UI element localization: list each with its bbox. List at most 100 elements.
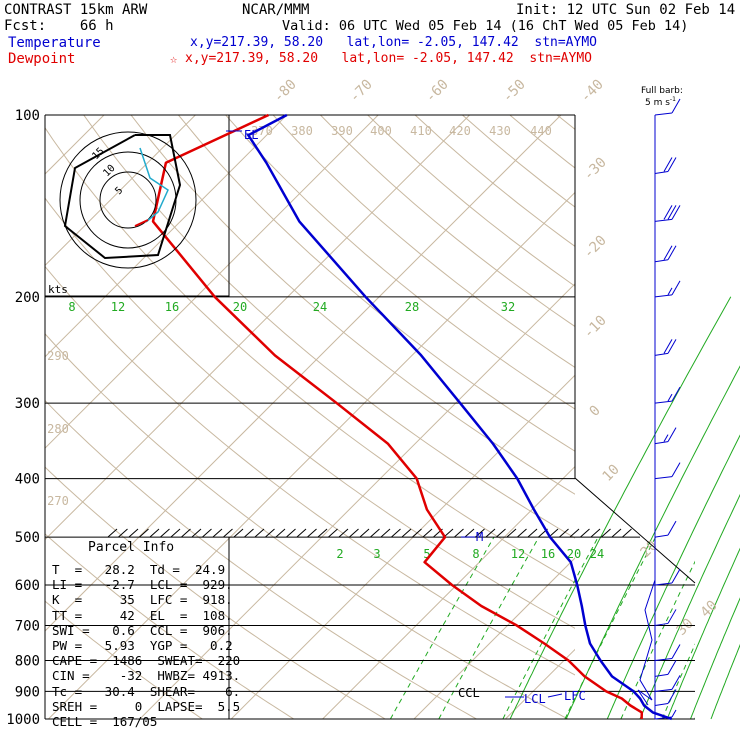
hodograph-ring [59, 131, 197, 269]
mixing-ratio-label: 8 [68, 300, 75, 314]
dry-adiabat-line [272, 115, 575, 369]
dry-adiabat-line [462, 115, 575, 208]
mixing-ratio-line [565, 365, 740, 720]
dewpoint-legend-info: x,y=217.39, 58.20 lat,lon= -2.05, 147.42… [185, 51, 592, 66]
hodograph-trace-outer [63, 134, 182, 260]
hatch-mark [265, 528, 275, 538]
wind-barb-flag [663, 339, 673, 354]
temperature-profile [247, 113, 673, 721]
dry-adiabat-line [130, 115, 575, 495]
hodograph-box [45, 115, 230, 297]
chart-annotations: EL LCL LFC CCL M [226, 128, 586, 706]
mixing-ratio-label: 8 [472, 547, 479, 561]
dry-adiabat-line [556, 115, 575, 130]
hatch-mark [286, 528, 296, 538]
parcel-info-row: SREH = 0 LAPSE= 5.5 [52, 698, 241, 714]
parcel-info-row: Tc = 30.4 SHEAR= 6. [52, 683, 241, 699]
hatch-mark [580, 528, 590, 538]
wind-barb-flag [671, 462, 681, 477]
mixing-ratio-label: 32 [501, 300, 515, 314]
wind-panel-units-text: 5 m s [645, 98, 670, 108]
theta-label: 380 [291, 124, 313, 138]
wind-barb [654, 171, 669, 175]
mixing-ratio-line [509, 296, 732, 720]
mixing-ratio-label: 12 [111, 300, 125, 314]
mixing-ratio-label: 5 [423, 547, 430, 561]
isotherm-line [504, 648, 575, 719]
hatch-mark [349, 528, 359, 538]
dry-adiabat-line [320, 115, 575, 328]
temperature-legend-label: Temperature [8, 35, 101, 51]
wind-barb [654, 622, 669, 626]
dry-adiabat-line [699, 115, 740, 732]
dewpoint-marker-icon: ☆ [170, 52, 178, 66]
hatch-mark [443, 528, 454, 538]
hatch-mark [118, 528, 128, 538]
wind-panel-units-exp: -1 [669, 96, 676, 103]
isotherm-label: 20 [638, 538, 661, 561]
theta-label: 400 [370, 124, 392, 138]
hatch-mark [496, 528, 506, 538]
wind-half-barb [667, 287, 673, 296]
hatch-mark [275, 528, 286, 538]
mixing-ratio-label: 24 [313, 300, 327, 314]
wind-barb [654, 582, 673, 586]
hatch-mark [139, 528, 149, 538]
hatch-mark [401, 528, 412, 538]
wind-barb-cluster [637, 579, 656, 706]
lfc-tick [547, 693, 563, 698]
wind-barb [654, 441, 669, 445]
wind-barb [654, 476, 673, 480]
theta-label: 430 [489, 124, 511, 138]
hatch-mark [107, 528, 118, 538]
mixing-ratio-label: 12 [511, 547, 525, 561]
wind-barb-flag [667, 689, 677, 704]
wind-barb-flag [667, 157, 677, 172]
mixing-ratio-label: 16 [165, 300, 179, 314]
hatch-mark [149, 528, 160, 538]
wind-half-barb [663, 434, 669, 442]
hatch-mark [160, 528, 170, 538]
isotherm-line [584, 102, 740, 732]
isotherm-label: -40 [578, 77, 607, 106]
mixing-ratio-dashed-line [502, 537, 599, 719]
parcel-info-row: SWI = 0.6 CCL = 906. [52, 622, 233, 638]
parcel-info-row: CELL = 167/05 [52, 714, 158, 729]
hatch-mark [464, 528, 475, 538]
isotherm-line [45, 115, 471, 541]
isotherm-label: 30 [674, 616, 697, 639]
hatch-mark [422, 528, 433, 538]
hatch-mark [601, 528, 611, 538]
hatch-mark [412, 528, 422, 538]
hatch-mark [202, 528, 212, 538]
hatch-mark [338, 528, 349, 538]
mixing-ratio-label: 28 [405, 300, 419, 314]
dry-adiabat-line [225, 115, 575, 410]
isotherm-label: 0 [587, 403, 604, 420]
wind-barb-flag [671, 205, 681, 220]
wind-barb-flag [663, 245, 673, 261]
dewpoint-profile [151, 113, 644, 720]
hatch-mark [170, 528, 181, 538]
pressure-tick-label: 800 [15, 653, 40, 669]
theta-label: 410 [410, 124, 432, 138]
theta-label: 370 [251, 124, 273, 138]
wind-barb [654, 657, 673, 661]
hatch-mark [181, 528, 191, 538]
isotherm-line [0, 102, 26, 732]
hatch-mark [391, 528, 401, 538]
level-label-ccl: CCL [458, 686, 480, 700]
wind-half-barb [667, 393, 673, 402]
wind-barb-flag [671, 644, 681, 659]
mixing-ratio-dashed-line [620, 560, 695, 719]
dry-adiabat-line [45, 533, 295, 719]
hatch-mark [244, 528, 254, 538]
wind-barb-column [637, 98, 681, 720]
hatch-mark [233, 528, 244, 538]
hatch-mark [569, 528, 580, 538]
wind-barb-flag [663, 205, 673, 220]
hodograph-units-label: kts [48, 283, 68, 296]
level-label-lcl: LCL [524, 692, 546, 706]
dry-adiabat-line [605, 115, 740, 732]
